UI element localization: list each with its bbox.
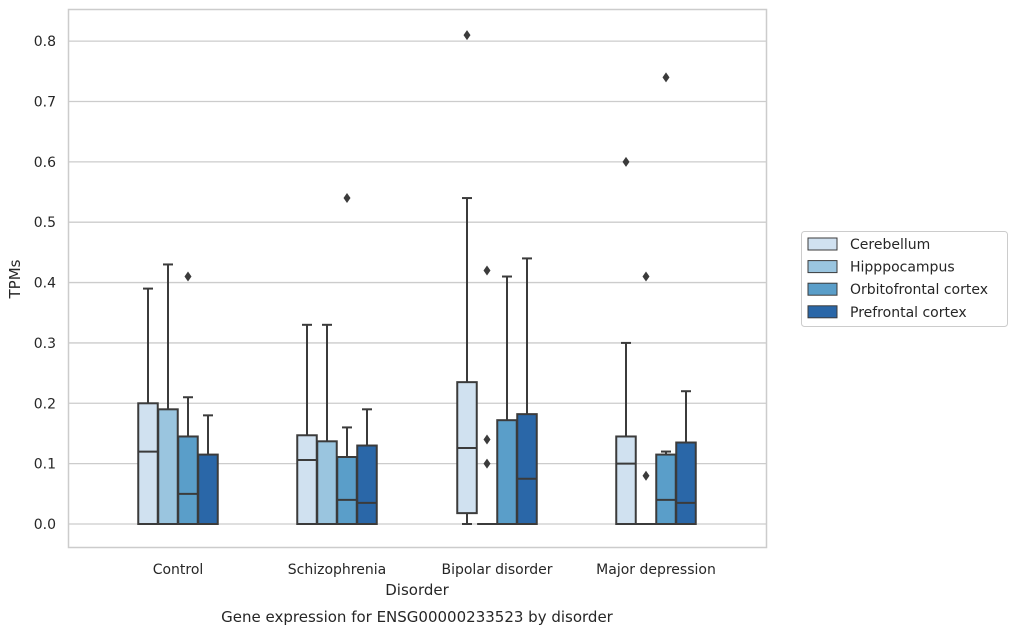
box-group bbox=[336, 193, 358, 525]
plot-frame bbox=[67, 8, 768, 549]
box-body bbox=[496, 419, 518, 525]
legend-swatch bbox=[807, 282, 838, 296]
box-group bbox=[675, 390, 697, 526]
legend-swatch bbox=[807, 237, 838, 251]
box-group bbox=[197, 414, 219, 525]
y-tick-label: 0.6 bbox=[34, 155, 56, 171]
outlier-point bbox=[184, 271, 192, 282]
legend-swatch bbox=[807, 260, 838, 274]
y-tick-label: 0.3 bbox=[34, 336, 56, 352]
outlier-point bbox=[463, 30, 471, 41]
box-body bbox=[336, 456, 358, 525]
box-body bbox=[615, 435, 637, 525]
legend-label: Prefrontal cortex bbox=[850, 305, 967, 321]
box-group bbox=[316, 323, 338, 525]
box-body bbox=[296, 434, 318, 526]
box-group bbox=[636, 271, 656, 525]
box-body bbox=[157, 408, 179, 526]
box-body bbox=[316, 440, 338, 525]
box-group bbox=[615, 156, 637, 525]
y-tick-label: 0.0 bbox=[34, 517, 56, 533]
x-tick-labels: Control Schizophrenia Bipolar disorder Majo… bbox=[153, 562, 716, 578]
outlier-point bbox=[343, 193, 351, 204]
box-group bbox=[516, 257, 538, 526]
y-tick-label: 0.5 bbox=[34, 215, 56, 231]
x-tick-label: Bipolar disorder bbox=[441, 562, 552, 578]
box-body bbox=[356, 444, 378, 526]
chart-caption: Gene expression for ENSG00000233523 by d… bbox=[221, 608, 614, 626]
legend-label: Orbitofrontal cortex bbox=[850, 282, 988, 298]
legend-label: Cerebellum bbox=[850, 237, 930, 253]
legend-frame bbox=[801, 231, 1008, 327]
box-body bbox=[137, 402, 159, 525]
x-tick-label: Schizophrenia bbox=[288, 562, 386, 578]
outlier-point bbox=[483, 458, 491, 469]
x-tick-label: Control bbox=[153, 562, 204, 578]
x-axis-title: Disorder bbox=[385, 581, 449, 599]
y-tick-label: 0.2 bbox=[34, 396, 56, 412]
box-group bbox=[477, 265, 497, 525]
outlier-point bbox=[483, 434, 491, 445]
x-tick-label: Major depression bbox=[596, 562, 716, 578]
outlier-point bbox=[662, 72, 670, 83]
y-tick-label: 0.7 bbox=[34, 94, 56, 110]
y-tick-labels: 0.0 0.1 0.2 0.3 0.4 0.5 0.6 0.7 0.8 bbox=[34, 34, 56, 533]
y-tick-label: 0.4 bbox=[34, 276, 56, 292]
y-axis-title: TPMs bbox=[6, 259, 24, 299]
y-tick-label: 0.8 bbox=[34, 34, 56, 50]
box-group bbox=[496, 275, 518, 525]
box-group bbox=[356, 408, 378, 526]
box-group bbox=[296, 323, 318, 526]
box-layer bbox=[137, 30, 697, 526]
box-body bbox=[177, 435, 199, 525]
box-group bbox=[157, 263, 179, 526]
box-body bbox=[655, 453, 677, 525]
legend-label: Hipppocampus bbox=[850, 260, 955, 276]
box-body bbox=[197, 453, 219, 525]
box-group bbox=[456, 30, 478, 525]
box-body bbox=[675, 441, 697, 526]
outlier-point bbox=[642, 470, 650, 481]
outlier-point bbox=[642, 271, 650, 282]
legend: Cerebellum Hipppocampus Orbitofrontal cort… bbox=[801, 231, 1008, 327]
box-body bbox=[516, 413, 538, 526]
outlier-point bbox=[622, 156, 630, 167]
legend-swatch bbox=[807, 305, 838, 319]
outlier-point bbox=[483, 265, 491, 276]
box-group bbox=[655, 72, 677, 525]
y-tick-label: 0.1 bbox=[34, 457, 56, 473]
box-group bbox=[137, 287, 159, 525]
